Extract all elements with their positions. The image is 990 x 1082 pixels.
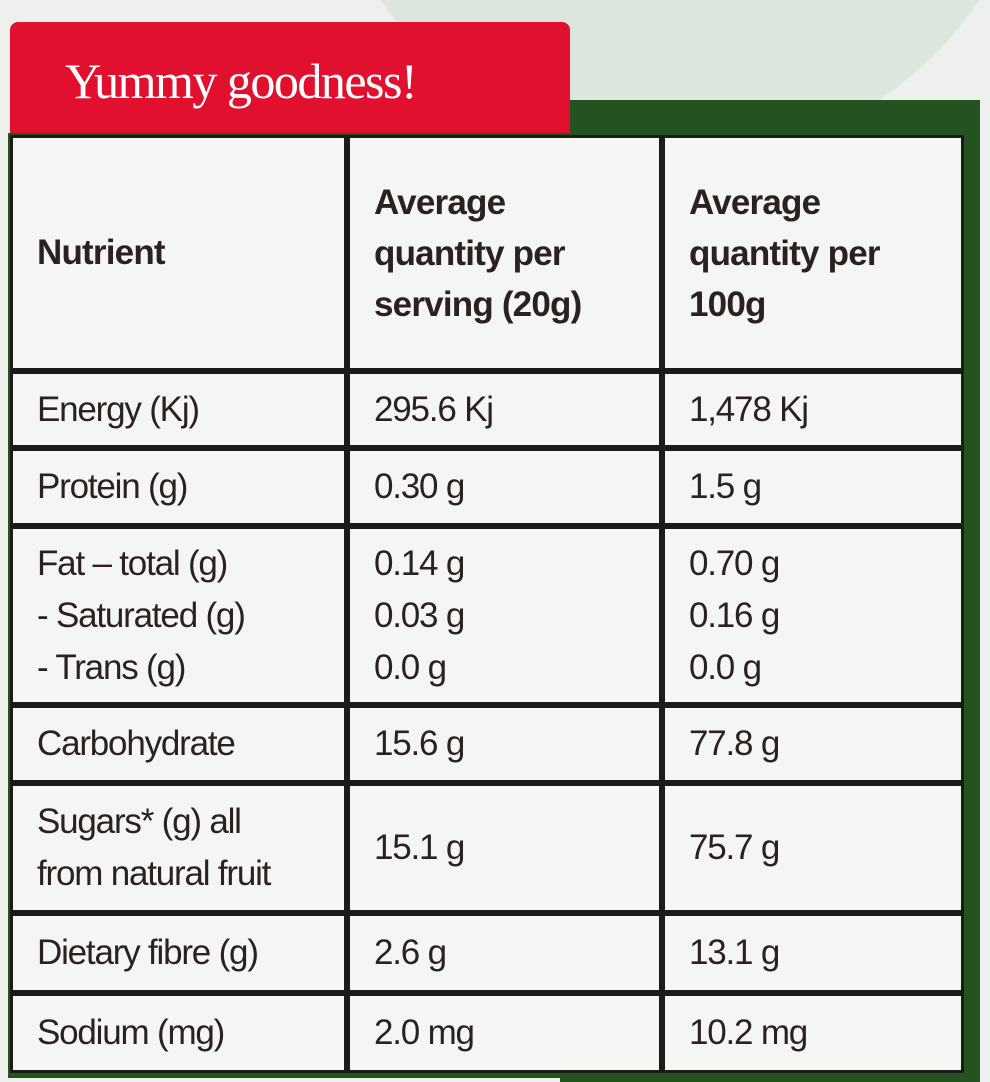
table-cell-nutrient: Carbohydrate: [10, 705, 347, 783]
cell-text: 1.5 g: [689, 467, 762, 506]
table-cell-nutrient: Fat – total (g) - Saturated (g) - Trans (g…: [10, 526, 347, 705]
header-text: Average quantity per serving (20g): [374, 182, 582, 324]
table-cell-nutrient: Sugars* (g) all from natural fruit: [10, 783, 347, 913]
header-text: Nutrient: [37, 233, 166, 272]
cell-text: 15.1 g: [374, 828, 465, 867]
cell-text: - Saturated (g): [37, 595, 246, 635]
table-cell-per100: 13.1 g: [662, 913, 964, 993]
cell-text: 15.6 g: [374, 724, 465, 763]
table-cell-nutrient: Dietary fibre (g): [10, 913, 347, 993]
cell-text: 0.0 g: [689, 647, 762, 687]
cell-text: 2.6 g: [374, 933, 447, 972]
table-cell-per100: 75.7 g: [662, 783, 964, 913]
cell-text: Dietary fibre (g): [37, 933, 259, 972]
cell-text: 0.16 g: [689, 595, 780, 635]
cell-text: Sodium (mg): [37, 1013, 225, 1052]
cell-text: 75.7 g: [689, 828, 780, 867]
banner-title: Yummy goodness!: [65, 53, 418, 109]
cell-text: 0.0 g: [374, 647, 447, 687]
cell-text: 10.2 mg: [689, 1013, 808, 1052]
cell-text: Carbohydrate: [37, 724, 236, 763]
cell-text: 77.8 g: [689, 724, 780, 763]
cell-text: 13.1 g: [689, 933, 780, 972]
table-cell-per100: 1,478 Kj: [662, 371, 964, 448]
header-serving: Average quantity per serving (20g): [347, 135, 662, 371]
table-cell-serving: 15.1 g: [347, 783, 662, 913]
cell-text: Protein (g): [37, 467, 188, 506]
cell-text: Sugars* (g) all: [37, 802, 242, 841]
table-cell-nutrient: Energy (Kj): [10, 371, 347, 448]
cell-text: - Trans (g): [37, 647, 186, 687]
header-text: Average quantity per 100g: [689, 182, 881, 324]
cell-text: 2.0 mg: [374, 1013, 475, 1052]
banner: Yummy goodness!: [10, 22, 570, 137]
header-100g: Average quantity per 100g: [662, 135, 964, 371]
table-cell-serving: 2.0 mg: [347, 993, 662, 1073]
table-cell-serving: 0.30 g: [347, 448, 662, 526]
cell-text: from natural fruit: [37, 854, 271, 893]
cell-text: 0.70 g: [689, 543, 780, 583]
table-cell-per100: 0.70 g 0.16 g 0.0 g: [662, 526, 964, 705]
cell-text: 295.6 Kj: [374, 389, 494, 429]
table-cell-nutrient: Protein (g): [10, 448, 347, 526]
cell-text: Fat – total (g): [37, 543, 228, 583]
table-cell-per100: 77.8 g: [662, 705, 964, 783]
cell-text: 1,478 Kj: [689, 389, 809, 429]
table-cell-serving: 2.6 g: [347, 913, 662, 993]
header-nutrient: Nutrient: [10, 135, 347, 371]
cell-text: Energy (Kj): [37, 389, 200, 429]
table-cell-serving: 15.6 g: [347, 705, 662, 783]
table-cell-per100: 1.5 g: [662, 448, 964, 526]
cell-text: 0.30 g: [374, 467, 465, 506]
cell-text: 0.14 g: [374, 543, 465, 583]
table-cell-per100: 10.2 mg: [662, 993, 964, 1073]
table-cell-nutrient: Sodium (mg): [10, 993, 347, 1073]
table-cell-serving: 0.14 g 0.03 g 0.0 g: [347, 526, 662, 705]
table-cell-serving: 295.6 Kj: [347, 371, 662, 448]
cell-text: 0.03 g: [374, 595, 465, 635]
nutrition-table: Nutrient Average quantity per serving (2…: [8, 133, 966, 1078]
